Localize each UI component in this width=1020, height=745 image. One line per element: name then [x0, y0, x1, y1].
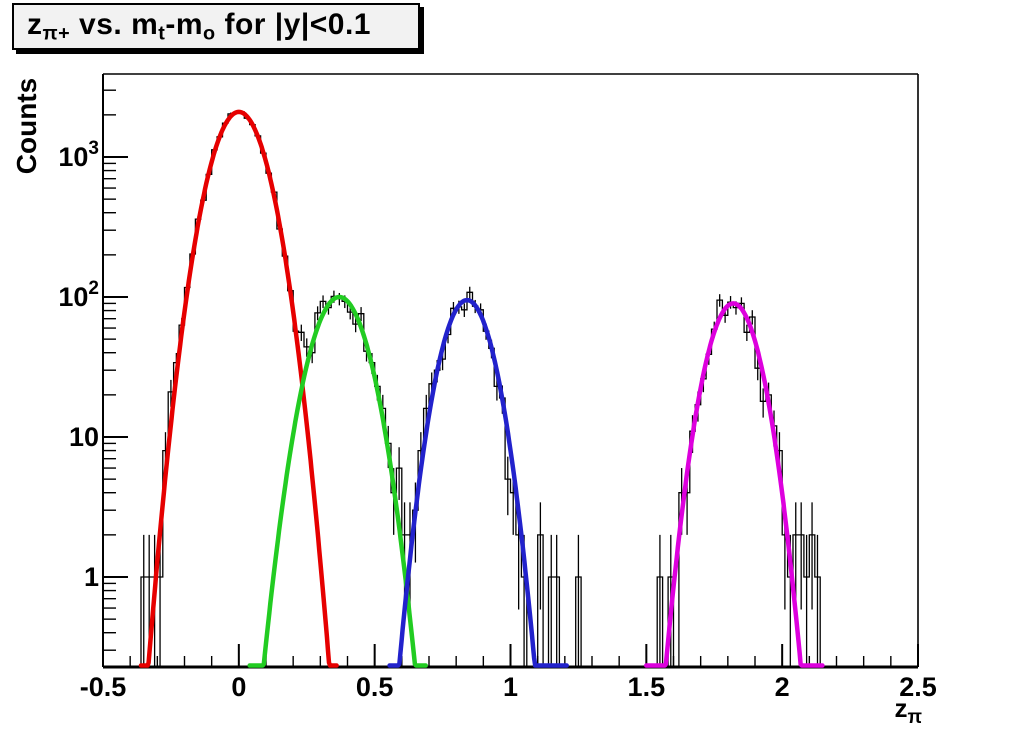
x-axis-tick-label: 0 — [231, 672, 246, 702]
x-axis-tick-label: -0.5 — [80, 672, 127, 702]
plot-title-segment: z — [27, 7, 43, 41]
plot-title: zπ+ vs. mt-mo for |y|<0.1 — [27, 8, 371, 46]
y-axis-tick-label: 1 — [84, 562, 99, 592]
plot-title-box: zπ+ vs. mt-mo for |y|<0.1 — [12, 3, 420, 50]
plot-title-subscript: t — [158, 22, 166, 45]
plot-title-segment: for |y|<0.1 — [215, 7, 371, 41]
y-axis-tick-label: 103 — [58, 138, 99, 172]
plot-title-segment: vs. m — [70, 7, 159, 41]
fit-curve-peak-1-red — [138, 109, 339, 668]
fit-curve-peak-3-blue — [387, 297, 569, 668]
x-axis-tick-label: 0.5 — [356, 672, 394, 702]
plot-title-subscript: π+ — [42, 22, 71, 45]
y-axis-tick-label: 102 — [58, 278, 99, 312]
fit-curve-peak-2-green — [247, 294, 428, 668]
y-axis-tick-label: 10 — [69, 422, 99, 452]
plot-title-segment: -m — [165, 7, 204, 41]
x-axis-tick-label: 2.5 — [899, 672, 937, 702]
x-axis-tick-label: 2 — [775, 672, 790, 702]
y-axis-title: Counts — [11, 78, 42, 174]
plot-title-subscript: o — [203, 22, 216, 45]
x-axis-title: zπ — [894, 693, 922, 728]
fit-curve-peak-4-magenta — [644, 301, 825, 668]
x-axis-tick-label: 1.5 — [628, 672, 666, 702]
x-axis-tick-label: 1 — [503, 672, 518, 702]
